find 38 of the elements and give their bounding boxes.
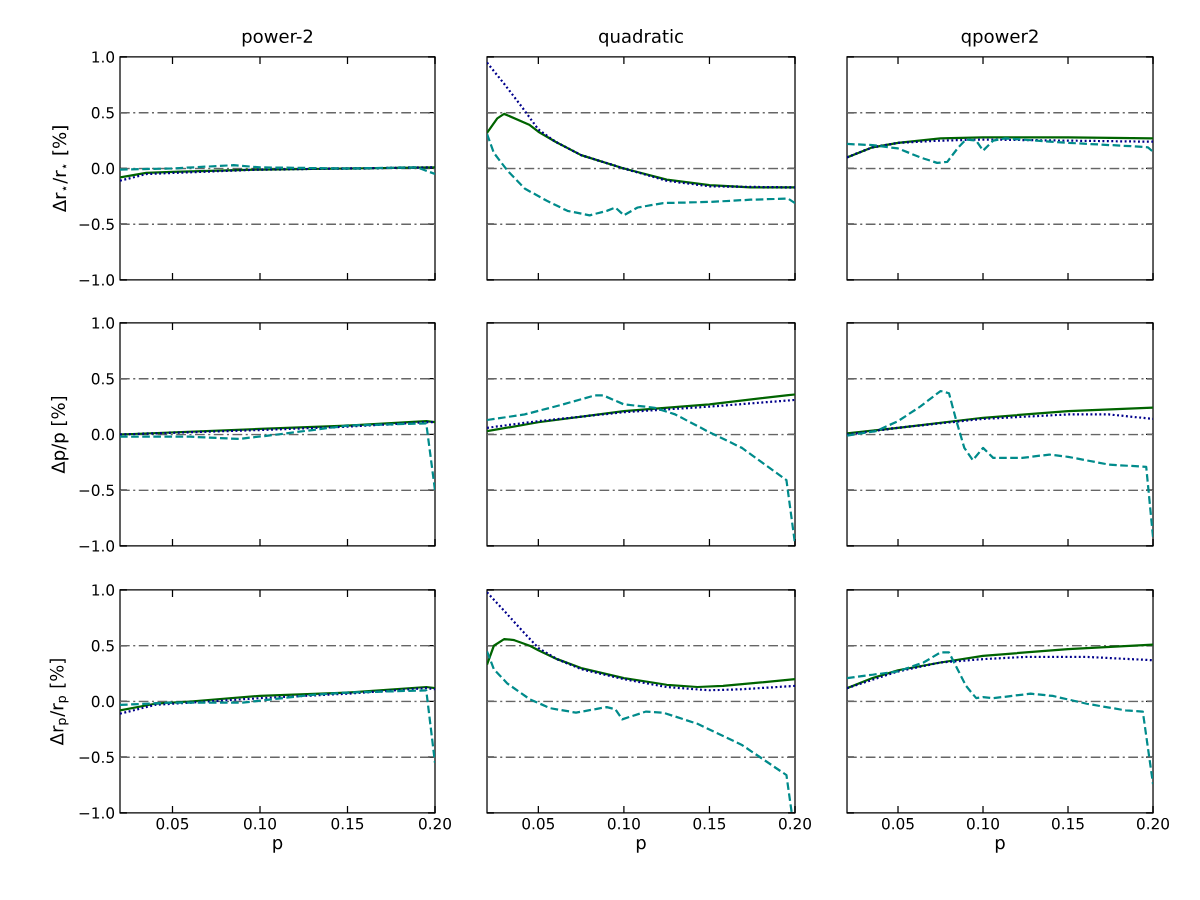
x-tick-label: 0.10 bbox=[244, 817, 276, 830]
y-tick-label: 1.0 bbox=[92, 584, 115, 596]
y-tick-label: 0.0 bbox=[91, 695, 115, 708]
x-axis-title: p bbox=[636, 839, 646, 853]
y-tick-label: 0.5 bbox=[91, 639, 114, 652]
chart-title: quadratic bbox=[599, 29, 683, 47]
x-tick-label: 0.20 bbox=[779, 817, 811, 830]
x-tick-label: 0.05 bbox=[522, 817, 555, 830]
x-tick-label: 0.20 bbox=[1137, 817, 1169, 830]
y-tick-label: −1.0 bbox=[79, 274, 115, 286]
y-tick-label: −0.5 bbox=[79, 218, 114, 231]
y-tick-label: −1.0 bbox=[79, 540, 115, 552]
y-tick-label: −0.5 bbox=[79, 751, 114, 764]
x-tick-label: 0.05 bbox=[882, 817, 914, 830]
x-tick-label: 0.15 bbox=[1052, 817, 1084, 830]
y-tick-label: 1.0 bbox=[92, 317, 115, 329]
x-axis-title: p bbox=[995, 839, 1005, 853]
x-tick-label: 0.15 bbox=[331, 817, 364, 830]
y-tick-label: 0.0 bbox=[91, 162, 115, 175]
y-tick-label: 0.5 bbox=[91, 106, 114, 119]
y-tick-label: 1.0 bbox=[92, 51, 115, 63]
chart-title: power-2 bbox=[242, 29, 313, 47]
x-axis-title: p bbox=[273, 839, 283, 853]
chart-title: qpower2 bbox=[961, 29, 1038, 47]
y-tick-label: 0.0 bbox=[91, 428, 115, 441]
y-axis-title: Δp/p [%] bbox=[50, 396, 69, 474]
y-axis-title: Δr$_{p}$/r$_{p}$ [%] bbox=[49, 659, 69, 746]
x-tick-label: 0.10 bbox=[967, 817, 999, 830]
y-tick-label: −0.5 bbox=[79, 484, 114, 497]
y-axis-title: Δr$_{⋆}$/r$_{⋆}$ [%] bbox=[52, 126, 69, 213]
line-series bbox=[120, 689, 435, 764]
y-tick-label: 0.5 bbox=[91, 372, 114, 385]
line-series bbox=[120, 422, 435, 492]
x-tick-label: 0.15 bbox=[693, 817, 726, 830]
x-tick-label: 0.05 bbox=[156, 817, 189, 830]
x-tick-label: 0.20 bbox=[419, 817, 451, 830]
y-tick-label: −1.0 bbox=[79, 807, 115, 819]
x-tick-label: 0.10 bbox=[607, 817, 640, 830]
